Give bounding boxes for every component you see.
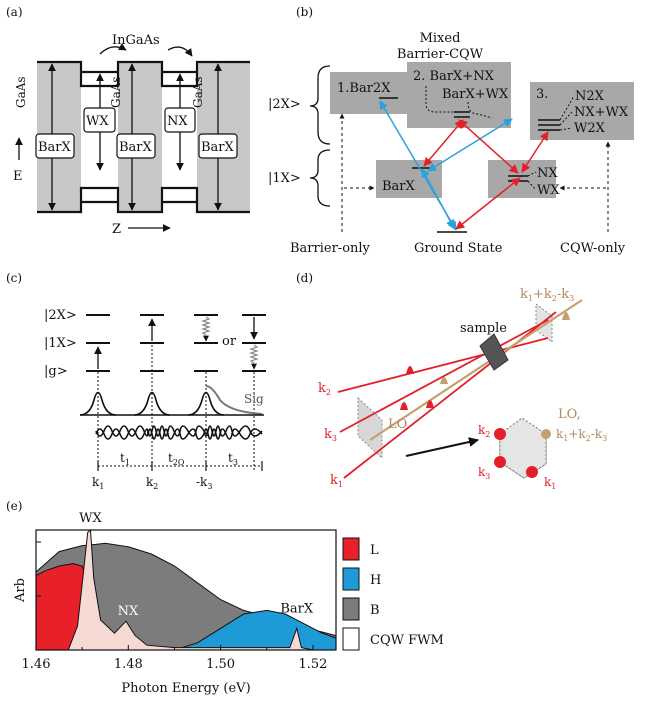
gaas-label-2: GaAs	[109, 76, 123, 108]
lo2-label: LO,	[558, 407, 581, 422]
panel-c-tag: (c)	[6, 271, 22, 285]
panel-e-tag: (e)	[6, 499, 22, 513]
x-tick-label: 1.46	[22, 657, 51, 672]
panel-a-tag: (a)	[6, 5, 23, 19]
panel-b: (b) Mixed Barrier-CQW |2X> |1X> 1.Bar2X …	[268, 5, 634, 256]
beam-geometry-box	[500, 418, 546, 478]
ground-state: Ground State	[414, 241, 503, 256]
level-2x: |2X>	[44, 308, 77, 323]
x-tick-label: 1.50	[206, 657, 235, 672]
x-tick-label: 1.52	[298, 657, 327, 672]
brace-1x	[310, 150, 330, 206]
x-tick-label: 1.48	[114, 657, 143, 672]
peak-label-barx: BarX	[280, 601, 314, 616]
chart-legend: LHB CQW FWM	[343, 538, 444, 650]
brace-2x	[310, 66, 330, 144]
legend-label: L	[370, 543, 379, 558]
svg-text:k3: k3	[478, 465, 490, 481]
legend-swatch	[343, 568, 359, 590]
state-1x: |1X>	[268, 171, 301, 186]
d-k3-label: k	[324, 427, 332, 442]
d-k2-label: k	[318, 381, 326, 396]
box-cqw-nxwx: NX+WX	[574, 105, 629, 120]
gaas-label-3: GaAs	[191, 76, 205, 108]
panel-a: (a) InGaAs BarX BarX BarX	[6, 5, 250, 237]
panel-e: (e) 1.46 1.48 1.50 1.52 Photon Energy (eV) Ar…	[6, 499, 444, 696]
svg-text:k1: k1	[330, 473, 343, 489]
state-2x: |2X>	[268, 97, 301, 112]
mixed-title-1: Mixed	[420, 31, 461, 46]
lo-plane	[358, 398, 382, 458]
spectrum-chart: 1.46 1.48 1.50 1.52 Photon Energy (eV) Arb WX N…	[13, 511, 336, 696]
gaas-label-1: GaAs	[14, 76, 28, 108]
sample-label: sample	[460, 321, 507, 336]
svg-text:k1: k1	[92, 475, 104, 491]
legend-swatch	[343, 628, 359, 650]
box-bar2x-label: 1.Bar2X	[337, 81, 391, 96]
nx-label: NX	[167, 114, 188, 129]
box-mixed-label-b: BarX+WX	[442, 87, 509, 102]
box-wx-label: WX	[537, 183, 560, 198]
panel-b-tag: (b)	[296, 5, 313, 19]
y-axis-label: Arb	[13, 578, 28, 603]
ingaas-arrow-right	[168, 47, 192, 56]
ingaas-label: InGaAs	[112, 33, 160, 48]
box-cqw-w2x: W2X	[574, 121, 606, 136]
legend-swatch	[343, 598, 359, 620]
legend-label: H	[370, 573, 381, 588]
box-cqw-num: 3.	[536, 87, 548, 102]
d-k1-label: k	[330, 473, 338, 488]
svg-text:t3: t3	[228, 451, 238, 467]
level-g: |g>	[44, 364, 68, 379]
sig-k-label: k	[520, 287, 528, 302]
svg-text:k1: k1	[544, 475, 556, 491]
box-nx-label: NX	[537, 166, 558, 181]
svg-text:t1: t1	[120, 451, 130, 467]
c-k3-label: -k	[196, 475, 208, 489]
legend-label: CQW FWM	[370, 633, 444, 648]
svg-text:k2: k2	[478, 423, 490, 439]
svg-text:k2: k2	[318, 381, 331, 397]
wx-label: WX	[86, 114, 109, 129]
x-axis-label: Photon Energy (eV)	[121, 681, 250, 696]
legend-label: B	[370, 603, 380, 618]
barx-label-middle: BarX	[119, 140, 153, 155]
peak-label-wx: WX	[79, 511, 102, 526]
sig-label: Sig	[244, 392, 264, 406]
box-mixed-label-a: 2. BarX+NX	[413, 69, 495, 84]
panel-c: (c) |2X> |1X> |g> or Sig	[6, 271, 266, 491]
mixed-title-2: Barrier-CQW	[397, 47, 484, 62]
svg-text:k2: k2	[146, 475, 158, 491]
box-barx-label: BarX	[382, 179, 416, 194]
peak-label-nx: NX	[118, 604, 139, 619]
geometry-arrow	[406, 440, 478, 456]
panel-d: (d) sample k1+k2-k3 LO k2 k3 k1 k2 k3	[296, 271, 607, 491]
or-label: or	[222, 334, 237, 349]
lo-label: LO	[388, 417, 407, 432]
barx-label-left: BarX	[38, 140, 72, 155]
panel-d-tag: (d)	[296, 271, 313, 285]
legend-swatch	[343, 538, 359, 560]
cqw-only-label: CQW-only	[560, 241, 626, 256]
svg-text:k1+k2-k3: k1+k2-k3	[520, 287, 574, 303]
e-axis-label: E	[13, 169, 23, 184]
svg-text:k1+k2-k3: k1+k2-k3	[556, 427, 607, 443]
level-1x: |1X>	[44, 336, 77, 351]
z-axis-label: Z	[112, 222, 121, 237]
svg-text:t2Q: t2Q	[168, 451, 185, 467]
barrier-only-label: Barrier-only	[290, 241, 371, 256]
box-cqw-n2x: N2X	[575, 89, 605, 104]
svg-text:k3: k3	[324, 427, 337, 443]
barx-label-right: BarX	[201, 140, 235, 155]
svg-text:-k3: -k3	[196, 475, 212, 491]
